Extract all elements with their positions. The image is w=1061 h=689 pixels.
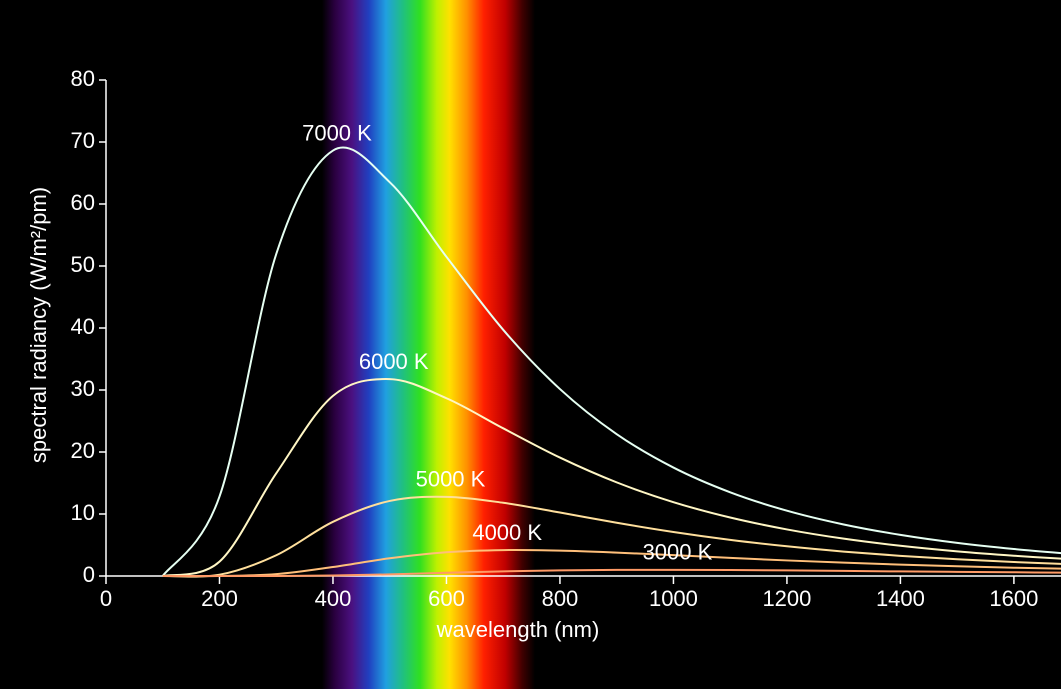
curve [162, 378, 1061, 577]
y-tick-label: 60 [71, 190, 95, 215]
x-tick-label: 1400 [876, 586, 925, 611]
y-tick-label: 20 [71, 438, 95, 463]
x-tick-label: 1200 [762, 586, 811, 611]
curve [162, 568, 1061, 578]
curve-label: 7000 K [302, 120, 372, 145]
x-tick-label: 800 [542, 586, 579, 611]
x-tick-label: 200 [201, 586, 238, 611]
x-axis-label: wavelength (nm) [436, 617, 600, 642]
curve-label: 6000 K [359, 349, 429, 374]
x-tick-label: 600 [428, 586, 465, 611]
y-axis-label: spectral radiancy (W/m²/pm) [26, 187, 51, 463]
curve-label: 5000 K [416, 467, 486, 492]
curve-label: 4000 K [472, 520, 542, 545]
curve [162, 495, 1061, 578]
y-tick-label: 0 [83, 562, 95, 587]
y-tick-label: 10 [71, 500, 95, 525]
x-tick-label: 1600 [989, 586, 1038, 611]
curves [161, 146, 1061, 578]
y-tick-label: 70 [71, 128, 95, 153]
y-tick-label: 40 [71, 314, 95, 339]
y-tick-label: 80 [71, 66, 95, 91]
y-tick-label: 30 [71, 376, 95, 401]
curve [162, 548, 1061, 578]
curve-label: 3000 K [643, 540, 713, 565]
x-tick-label: 400 [315, 586, 352, 611]
curve [161, 146, 1061, 577]
x-tick-label: 0 [100, 586, 112, 611]
x-tick-label: 1000 [649, 586, 698, 611]
y-tick-label: 50 [71, 252, 95, 277]
